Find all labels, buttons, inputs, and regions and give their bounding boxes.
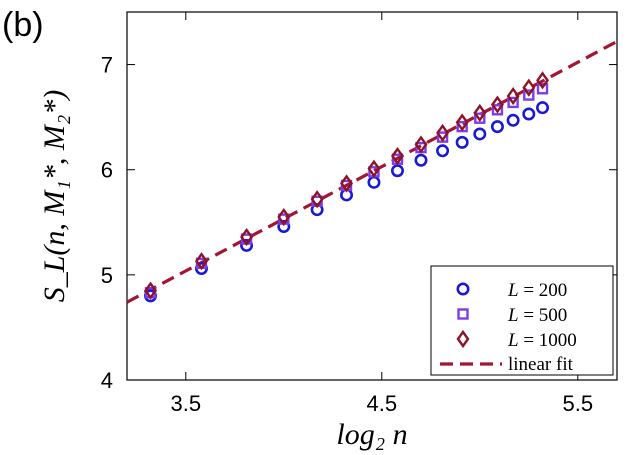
data-point [490, 120, 504, 134]
y-tick-label: 7 [101, 53, 113, 78]
x-tick-label: 4.5 [367, 391, 398, 416]
data-point [367, 159, 381, 178]
legend-label: L = 200 [507, 280, 567, 301]
legend-label: L = 500 [507, 305, 567, 326]
data-point [240, 238, 254, 252]
data-point [367, 175, 381, 189]
data-point [310, 190, 324, 209]
data-point [522, 78, 536, 97]
fit-layer [126, 40, 618, 304]
legend-fit-label: linear fit [508, 354, 574, 375]
legend: L = 200 L = 500 L = 1000 linear fit [430, 265, 614, 376]
data-point [414, 153, 428, 167]
data-point [536, 71, 549, 90]
data-point [491, 104, 504, 116]
data-point [277, 207, 291, 227]
data-point [414, 135, 428, 154]
data-point [536, 83, 549, 95]
plot-frame [126, 11, 618, 381]
y-tick-label: 6 [101, 158, 113, 183]
data-point [473, 127, 487, 141]
data-point [436, 123, 450, 142]
data-point [144, 281, 157, 300]
x-tick-label: 5.5 [563, 391, 594, 416]
data-point [473, 103, 487, 123]
data-point [240, 227, 254, 247]
data-point [507, 96, 519, 109]
data-point [390, 164, 404, 178]
data-point [455, 135, 469, 149]
data-point [506, 87, 520, 106]
data-marks [144, 71, 550, 303]
x-tick-label: 3.5 [171, 391, 202, 416]
legend-marker [457, 308, 469, 320]
data-point [277, 219, 291, 233]
data-point [506, 113, 520, 127]
linear-fit-line [126, 40, 618, 304]
y-tick-label: 5 [101, 263, 113, 288]
data-point [474, 112, 486, 124]
panel-label: (b) [2, 6, 44, 44]
legend-label: L = 1000 [507, 330, 577, 351]
x-axis-label: log₂ n [336, 418, 407, 451]
data-point [522, 107, 536, 121]
y-axis-label: S_L(n, M₁*, M₂*) [38, 90, 71, 303]
data-point [490, 95, 504, 114]
legend-marker [456, 282, 470, 296]
data-point [455, 113, 469, 132]
legend-marker [456, 329, 470, 349]
data-point [195, 252, 208, 271]
data-point [536, 101, 550, 115]
data-point [340, 174, 353, 193]
data-point [523, 89, 535, 101]
data-point [436, 144, 450, 158]
axis-ticks: 3.5 4.5 5.5 4 5 6 7 [101, 12, 617, 416]
y-tick-label: 4 [101, 368, 113, 393]
series-2 [144, 71, 549, 300]
data-point [391, 146, 404, 166]
